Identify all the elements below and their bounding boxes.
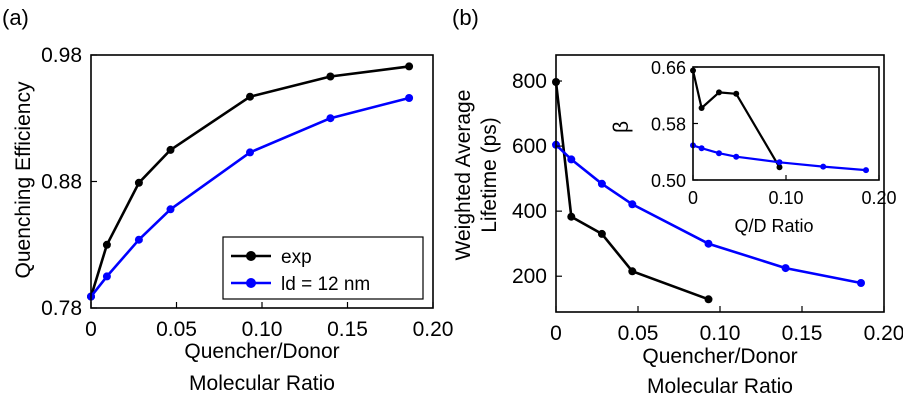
y-axis-label: β: [610, 121, 633, 133]
x-tick-label: 0: [688, 188, 698, 208]
y-tick-label: 0.98: [41, 44, 82, 67]
x-tick-label: 0.20: [861, 188, 896, 208]
data-point-series-2: [781, 264, 790, 273]
panel-a-label: (a): [2, 5, 29, 30]
data-point-series-2: [166, 205, 175, 214]
data-point-series-2: [597, 179, 606, 188]
data-point-series-2: [776, 159, 783, 166]
data-point-series-1: [246, 92, 254, 101]
data-point-series-1: [704, 295, 713, 304]
data-point-series-2: [716, 150, 722, 157]
data-point-series-1: [733, 90, 740, 97]
data-point-series-2: [628, 200, 637, 209]
legend-label: exp: [281, 247, 312, 268]
y-tick-label: 800: [512, 70, 547, 93]
x-axis-label: Molecular Ratio: [647, 375, 793, 398]
data-point-series-1: [326, 72, 335, 81]
x-tick-label: 0: [85, 318, 97, 341]
x-tick-label: 0.20: [864, 322, 903, 345]
data-point-series-2: [698, 145, 705, 152]
y-tick-label: 400: [512, 200, 547, 223]
data-point-series-2: [134, 235, 143, 244]
y-axis-label: Quenching Efficiency: [12, 81, 35, 278]
y-tick-label: 0.66: [651, 58, 686, 78]
y-tick-label: 0.78: [41, 297, 82, 320]
inset-background: [693, 67, 879, 180]
chart-panel-b: 0 0.05 0.10 0.15 0.20 200 400 600 800 Quencher/Do…: [452, 54, 903, 398]
x-tick-label: 0.10: [700, 322, 741, 345]
data-point-series-1: [102, 240, 111, 249]
data-point-series-1: [716, 89, 722, 96]
y-tick-label: 200: [512, 265, 547, 288]
data-point-series-2: [405, 94, 414, 102]
data-point-series-1: [166, 145, 175, 154]
chart-panel-b-inset: 0 0.10 0.20 0.50 0.58 0.66 Q/D Ratio β: [610, 58, 897, 236]
x-axis-label: Q/D Ratio: [734, 216, 813, 236]
x-tick-label: 0.15: [782, 322, 823, 345]
x-axis-label: Quencher/Donor: [642, 345, 797, 368]
panel-b-label: (b): [452, 5, 479, 30]
x-tick-label: 0.05: [156, 318, 197, 341]
data-point-series-1: [776, 164, 783, 171]
legend-box: [222, 236, 424, 300]
x-axis-label: Molecular Ratio: [189, 372, 335, 395]
data-point-series-2: [326, 114, 335, 123]
data-point-series-1: [628, 267, 637, 276]
data-point-series-2: [704, 239, 713, 248]
data-point-series-1: [405, 62, 414, 71]
data-point-series-2: [857, 279, 865, 287]
data-point-series-1: [698, 105, 705, 111]
data-point-series-1: [567, 212, 576, 221]
y-tick-label: 600: [512, 135, 547, 158]
x-tick-label: 0: [550, 322, 562, 345]
legend-marker: [246, 251, 256, 261]
x-axis-label: Quencher/Donor: [184, 340, 339, 363]
legend-label: ld = 12 nm: [281, 274, 370, 295]
y-axis-label: Weighted Average: [452, 90, 475, 261]
chart-panel-a: 0 0.05 0.10 0.15 0.20 0.78 0.88 0.98 Quencher/Do…: [12, 44, 453, 395]
data-point-series-2: [733, 153, 740, 160]
x-tick-label: 0.20: [413, 318, 454, 341]
data-point-series-2: [820, 163, 827, 170]
data-point-series-2: [863, 167, 869, 174]
x-tick-label: 0.15: [327, 318, 368, 341]
legend-marker: [246, 278, 256, 288]
data-point-series-2: [567, 155, 576, 164]
data-point-series-1: [597, 229, 606, 238]
x-tick-label: 0.10: [768, 188, 803, 208]
y-tick-label: 0.50: [651, 171, 686, 191]
x-tick-label: 0.05: [618, 322, 659, 345]
data-point-series-2: [102, 272, 111, 281]
x-tick-label: 0.10: [242, 318, 283, 341]
data-point-series-1: [134, 178, 143, 187]
data-point-series-2: [246, 148, 254, 157]
y-tick-label: 0.88: [41, 171, 82, 194]
y-axis-label: Lifetime (ps): [478, 117, 501, 233]
y-tick-label: 0.58: [651, 115, 686, 135]
